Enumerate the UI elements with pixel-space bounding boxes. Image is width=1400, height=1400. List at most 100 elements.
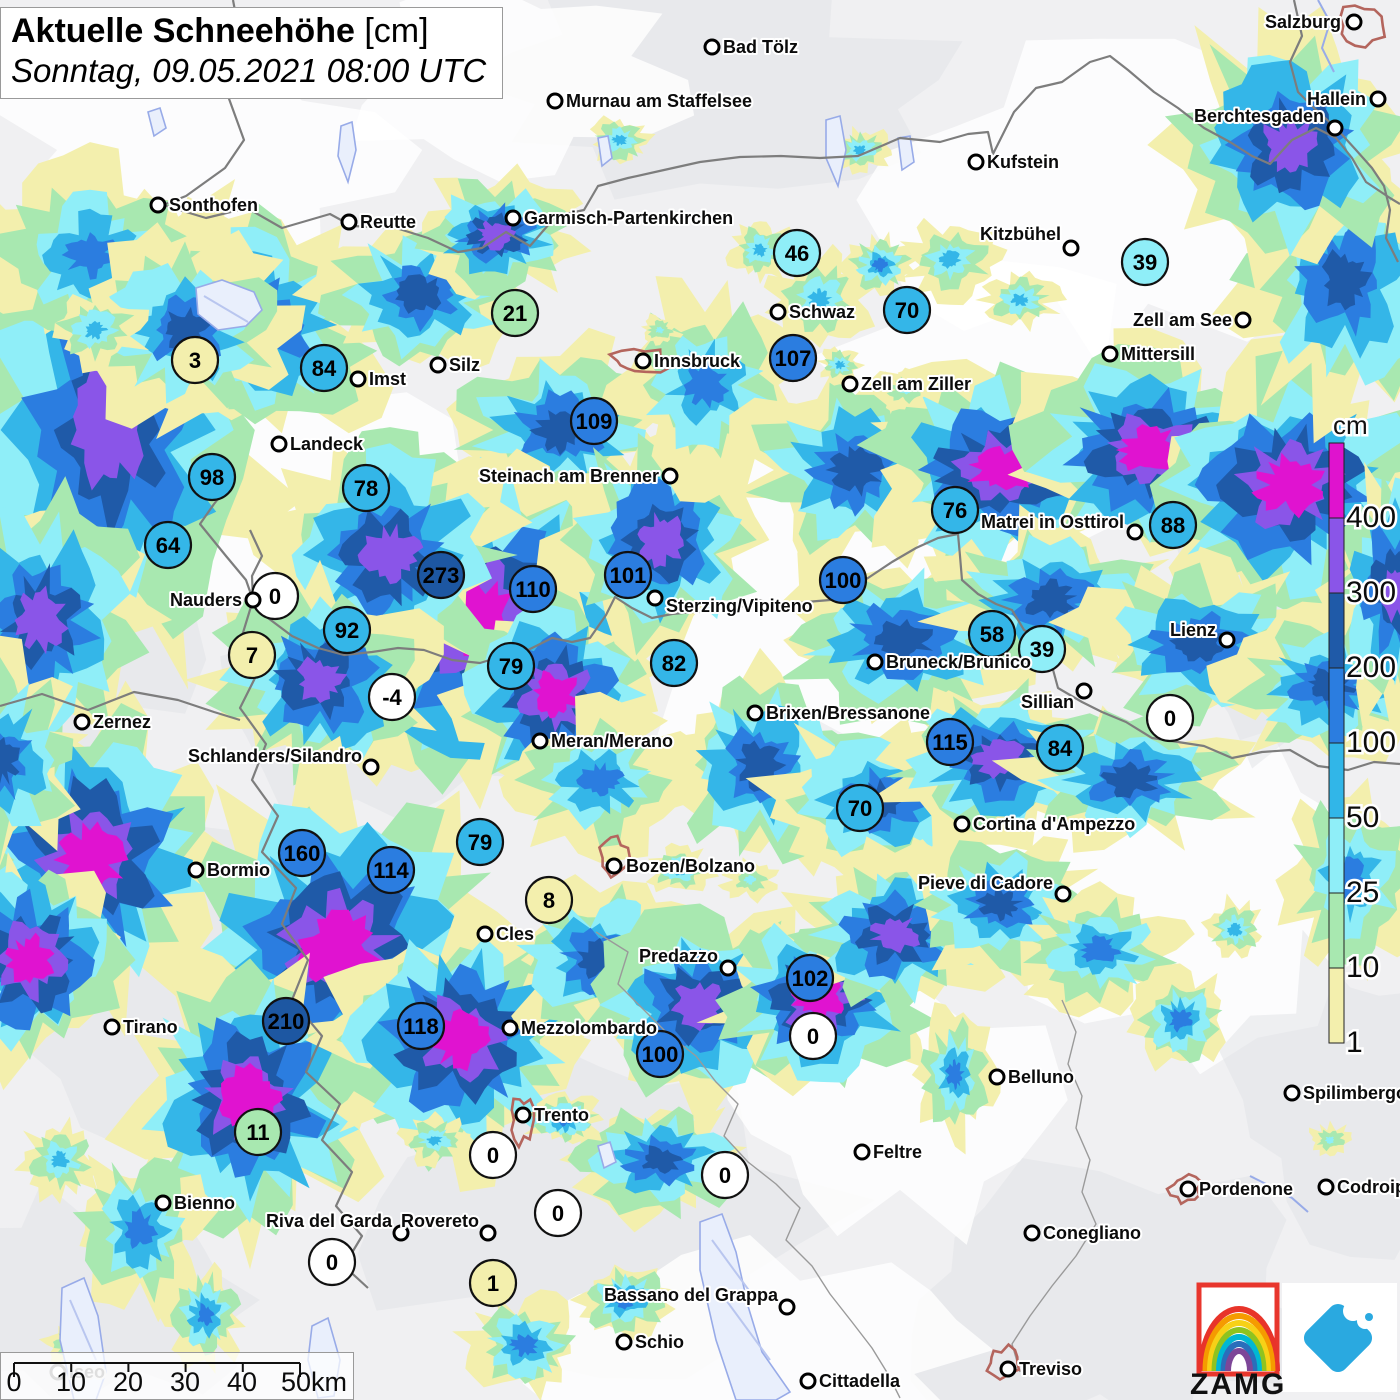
city-marker — [429, 356, 447, 374]
snow-contour — [871, 257, 889, 273]
border-line — [1288, 0, 1399, 263]
city-label: Reutte — [360, 212, 416, 232]
station-value-badge — [772, 228, 822, 278]
station-value-badge — [603, 550, 653, 600]
station-value-badge — [882, 285, 932, 335]
snow-contour — [1251, 452, 1325, 519]
station-value-badge — [468, 1130, 518, 1180]
city-label: Sterzing/Vipiteno — [666, 596, 813, 616]
snow-contour — [944, 1059, 965, 1091]
city-marker — [103, 1018, 121, 1036]
snow-contour — [50, 1150, 70, 1168]
snow-contour — [1227, 922, 1243, 937]
rainbow-arc — [1207, 1320, 1271, 1372]
legend-band — [1328, 517, 1345, 594]
rainbow-arc — [1198, 1306, 1280, 1372]
station-value: 39 — [1133, 250, 1157, 275]
city-marker — [504, 209, 522, 227]
title-box: Aktuelle Schneehöhe [cm] Sonntag, 09.05.… — [0, 7, 504, 100]
station-value: 78 — [354, 476, 378, 501]
station-value: 58 — [980, 622, 1004, 647]
snow-contour — [752, 243, 768, 258]
city-label: Riva del Garda — [266, 1211, 393, 1231]
station-value: 100 — [642, 1042, 679, 1067]
station-value-badge — [1035, 723, 1085, 773]
city-label: Sillian — [1021, 692, 1074, 712]
city-label: Cittadella — [819, 1371, 901, 1391]
city-marker — [1317, 1178, 1335, 1196]
scale-label: 10 — [55, 1367, 87, 1397]
city-marker — [1345, 13, 1363, 31]
snow-contour — [825, 445, 887, 497]
station-value: 70 — [848, 796, 872, 821]
city-boundary — [1338, 4, 1387, 49]
city-marker — [703, 38, 721, 56]
station-value-badge — [227, 630, 277, 680]
station-value-badge — [649, 638, 699, 688]
snow-contour — [970, 739, 1030, 780]
city-label: Feltre — [873, 1142, 922, 1162]
city-label: Conegliano — [1043, 1223, 1141, 1243]
city-label: Garmisch-Partenkirchen — [524, 208, 733, 228]
river — [1317, 0, 1335, 73]
station-value: 0 — [326, 1250, 338, 1275]
city-label: Bassano del Grappa — [604, 1285, 779, 1305]
snow-contour — [0, 736, 20, 786]
snow-app-icon — [1303, 1303, 1373, 1373]
station-value: 114 — [373, 858, 409, 883]
city-marker — [967, 153, 985, 171]
city-marker — [1326, 119, 1344, 137]
snow-contour — [1169, 623, 1225, 662]
river — [1249, 1175, 1309, 1213]
station-value: 21 — [503, 301, 527, 326]
color-legend: cm 400 300 200 100 50 25 10 1 — [1328, 408, 1399, 1062]
station-value-badge — [1120, 237, 1170, 287]
city-label: Kitzbühel — [980, 224, 1061, 244]
legend-tick-label: 300 — [1346, 576, 1396, 609]
city-label: Hallein — [1307, 89, 1366, 109]
city-labels-layer: Salzburg Bad Tölz Murnau am Staffelsee Hall… — [49, 10, 1400, 1393]
snow-app-icon-cloud — [1343, 1301, 1363, 1321]
border-line — [1011, 999, 1097, 1373]
city-label: Bad Tölz — [723, 37, 798, 57]
station-value-badge — [277, 828, 327, 878]
lake-hatch — [711, 1239, 757, 1301]
snow-contour — [654, 326, 665, 334]
city-label: Spilimbergo — [1303, 1083, 1400, 1103]
legend-tick-label: 25 — [1346, 876, 1379, 909]
legend-band — [1328, 742, 1345, 819]
legend-tick-label: 400 — [1346, 501, 1396, 534]
snow-contour — [873, 618, 934, 664]
snow-contour — [296, 656, 348, 704]
snow-contour — [1321, 249, 1373, 311]
station-value-badge — [233, 1107, 283, 1157]
snow-contour — [1025, 578, 1078, 619]
city-label: Murnau am Staffelsee — [566, 91, 752, 111]
city-label: Cortina d'Ampezzo — [973, 814, 1135, 834]
station-value: 88 — [1161, 513, 1185, 538]
scale-ruler — [13, 1362, 301, 1377]
city-marker — [1126, 523, 1144, 541]
snow-contour — [899, 385, 912, 395]
station-value: 118 — [403, 1014, 439, 1039]
snow-contour — [1168, 1008, 1193, 1033]
city-label: Brixen/Bressanone — [766, 703, 930, 723]
station-value: 0 — [1164, 706, 1176, 731]
snow-contour — [124, 1207, 159, 1249]
station-value-badge — [508, 564, 558, 614]
snow-contour — [683, 361, 730, 409]
city-label: Rovereto — [401, 1211, 479, 1231]
snow-contour — [426, 1136, 443, 1147]
city-label: Silz — [449, 355, 480, 375]
city-label: Innsbruck — [654, 351, 741, 371]
city-marker — [1101, 345, 1119, 363]
snow-contour — [835, 360, 846, 370]
station-value: 0 — [269, 584, 281, 609]
city-marker — [1062, 239, 1080, 257]
station-value-badge — [1145, 693, 1195, 743]
snow-contour — [1079, 935, 1122, 963]
station-value-badge — [299, 343, 349, 393]
station-value-badge — [187, 452, 237, 502]
city-marker — [719, 959, 737, 977]
